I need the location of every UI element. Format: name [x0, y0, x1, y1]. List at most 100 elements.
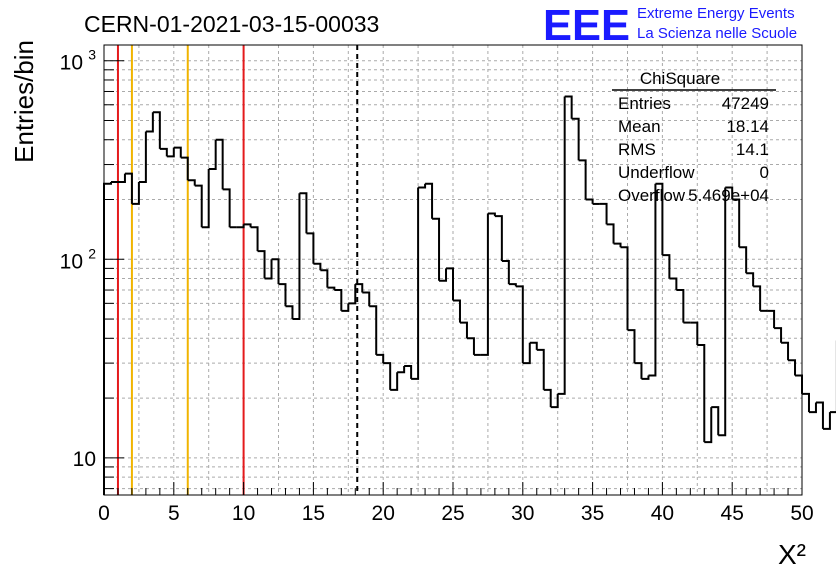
- histogram-bin: [278, 283, 287, 307]
- x-tick-label: 0: [98, 502, 110, 525]
- histogram-bin: [655, 182, 664, 256]
- histogram-bin: [508, 283, 517, 287]
- y-tick-label: 10: [60, 250, 83, 273]
- histogram-bin: [829, 340, 836, 414]
- histogram-bin: [187, 179, 196, 186]
- histogram-bin: [166, 147, 175, 158]
- histogram-bin: [257, 250, 266, 279]
- x-tick-label: 30: [511, 502, 534, 525]
- y-tick-exponent: 2: [88, 245, 96, 261]
- stats-row-label: Mean: [618, 117, 661, 136]
- histogram-bin: [753, 285, 762, 311]
- histogram-bin: [264, 259, 273, 280]
- histogram-bin: [236, 224, 245, 229]
- histogram-bin: [271, 258, 280, 285]
- x-tick-label: 35: [581, 502, 604, 525]
- histogram-bin: [725, 186, 734, 200]
- histogram-bin: [390, 372, 399, 391]
- x-tick-label: 50: [790, 502, 813, 525]
- histogram-bin: [557, 96, 566, 395]
- histogram-bin: [439, 268, 448, 282]
- stats-row-label: Entries: [618, 94, 671, 113]
- histogram-bin: [732, 198, 741, 248]
- y-axis-label: Entries/bin: [9, 40, 39, 163]
- histogram-bin: [159, 147, 168, 157]
- histogram-bin: [459, 321, 468, 339]
- histogram-bin: [432, 217, 441, 281]
- histogram-bin: [425, 182, 434, 219]
- histogram-bin: [285, 305, 294, 320]
- eee-logo: EEE Extreme Energy Events La Scienza nel…: [543, 1, 797, 50]
- histogram-bin: [222, 188, 231, 228]
- histogram-bin: [613, 242, 622, 248]
- y-tick-label: 10: [73, 448, 96, 471]
- stats-row-label: Overflow: [618, 186, 686, 205]
- histogram-bin: [697, 344, 706, 443]
- histogram-bin: [180, 156, 189, 181]
- histogram-bin: [774, 327, 783, 343]
- x-axis-label: X²: [778, 539, 806, 570]
- stats-title: ChiSquare: [640, 69, 720, 88]
- stats-row-value: 5.469e+04: [688, 186, 769, 205]
- histogram-bin: [815, 401, 824, 429]
- histogram-bin: [494, 215, 503, 262]
- histogram-bin: [718, 187, 727, 437]
- histogram-bin: [313, 262, 322, 271]
- histogram-bin: [676, 289, 685, 323]
- reference-lines: [116, 45, 359, 495]
- histogram-bin: [404, 365, 413, 379]
- axes: 0 5 10 15 20 25 30 35 40 45 50 10 10 2 10 3: [60, 47, 814, 525]
- histogram-bin: [446, 267, 454, 301]
- histogram-bin: [641, 375, 650, 380]
- histogram-bin: [711, 406, 720, 436]
- x-tick-label: 40: [651, 502, 674, 525]
- histogram-bin: [648, 183, 657, 377]
- logo-line-2: La Scienza nelle Scuole: [637, 25, 797, 42]
- histogram-bin: [418, 183, 427, 189]
- histogram-bin: [131, 182, 140, 205]
- histogram-bin: [599, 202, 608, 225]
- histogram-bin: [480, 213, 489, 356]
- histogram-bin: [543, 388, 552, 408]
- stats-row-label: Underflow: [618, 163, 695, 182]
- histogram-bin: [620, 246, 629, 331]
- histogram-bin: [243, 223, 252, 228]
- x-tick-label: 15: [302, 502, 325, 525]
- histogram-bin: [795, 374, 803, 394]
- histogram-bin: [578, 159, 587, 200]
- stats-row-label: RMS: [618, 140, 656, 159]
- histogram-bin: [383, 362, 392, 390]
- histogram-bin: [369, 305, 378, 355]
- histogram-bin: [536, 348, 545, 390]
- stats-box: ChiSquare Entries 47249 Mean 18.14 RMS 14.1 Un…: [612, 69, 776, 205]
- logo-line-1: Extreme Energy Events: [637, 5, 795, 22]
- histogram-bin: [487, 212, 496, 217]
- histogram-bin: [152, 111, 161, 149]
- histogram-bin: [788, 359, 797, 376]
- histogram-bin: [397, 366, 406, 374]
- histogram-bin: [362, 291, 371, 307]
- histogram-bin: [320, 269, 329, 288]
- histogram-bin: [767, 309, 776, 329]
- histogram-bin: [194, 184, 203, 228]
- histogram-bin: [515, 285, 524, 364]
- histogram-bin: [571, 117, 580, 161]
- histogram-bin: [746, 272, 755, 287]
- histogram-bin: [306, 232, 315, 264]
- histogram-bin: [299, 192, 308, 234]
- histogram-bin: [348, 284, 357, 305]
- histogram-bin: [564, 95, 573, 119]
- histogram-bin: [529, 341, 538, 350]
- histogram-bin: [522, 342, 531, 365]
- histogram-bin: [117, 173, 126, 184]
- histogram-bin: [124, 172, 133, 204]
- histogram-bin: [250, 226, 259, 252]
- histogram-bin: [585, 198, 594, 204]
- histogram-bin: [334, 289, 343, 311]
- histogram-bin: [355, 283, 364, 293]
- histogram-bin: [690, 321, 699, 346]
- stats-row-value: 14.1: [736, 140, 769, 159]
- logo-text: EEE: [543, 1, 630, 50]
- histogram-bin: [145, 112, 154, 133]
